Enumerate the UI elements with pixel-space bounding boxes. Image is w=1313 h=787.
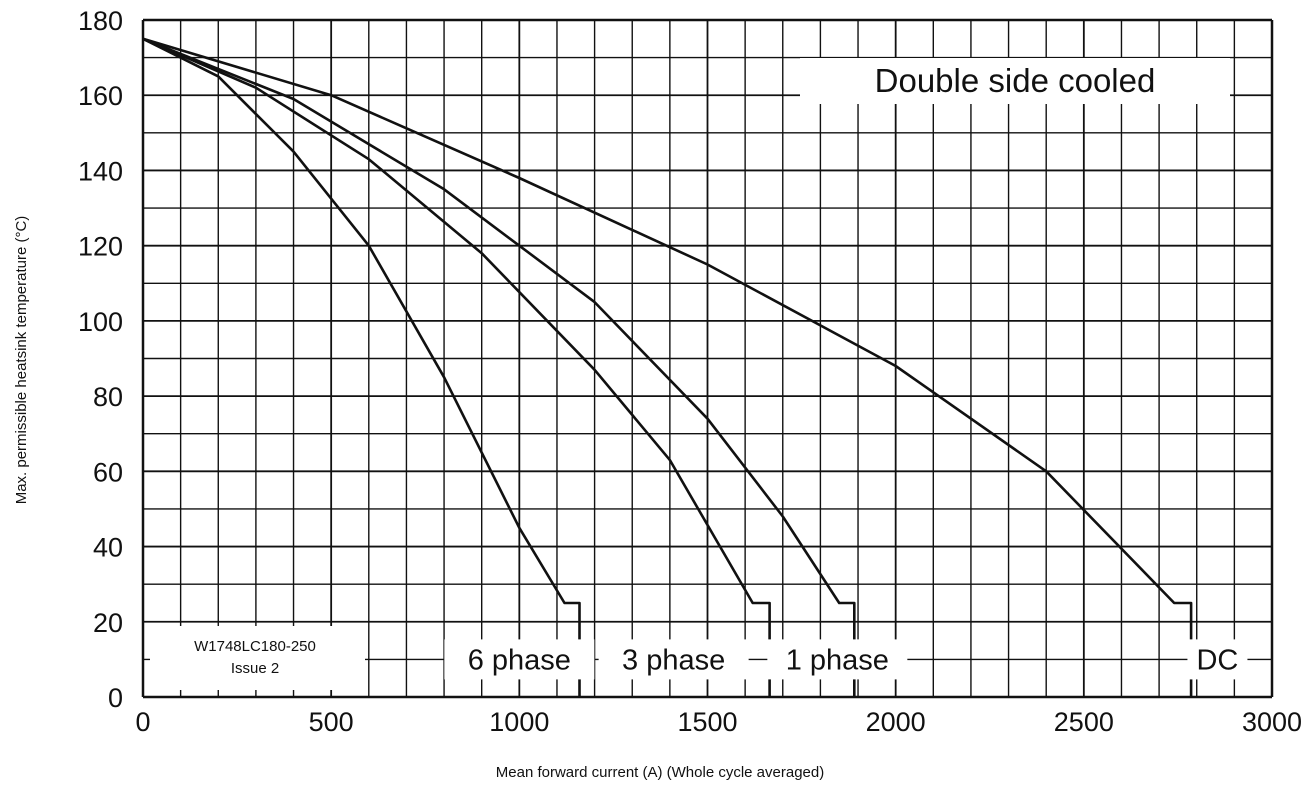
y-tick-label: 80 [93,382,123,412]
series-label-box [1187,639,1248,680]
y-tick-label: 120 [78,232,123,262]
y-tick-label: 40 [93,533,123,563]
series-label-box [444,639,595,680]
note-line-1: W1748LC180-250 [194,638,316,655]
y-tick-label: 20 [93,608,123,638]
title-box [800,58,1230,104]
series-label-3-phase: 3 phase [622,644,725,676]
x-tick-label: 500 [309,707,354,737]
chart-title: Double side cooled [875,62,1156,99]
y-tick-label: 160 [78,81,123,111]
series-label-dc: DC [1196,644,1238,676]
series-label-box [598,639,749,680]
series-lines [142,37,1193,697]
series-label-6-phase: 6 phase [468,644,571,676]
note-line-2: Issue 2 [231,660,279,677]
x-tick-label: 2000 [866,707,926,737]
y-tick-label: 180 [78,6,123,36]
x-tick-label: 3000 [1242,707,1302,737]
series-line-6-phase [142,37,581,697]
y-tick-label: 140 [78,156,123,186]
grid [141,18,1274,699]
x-tick-label: 1500 [677,707,737,737]
series-line-1-phase [142,37,856,697]
series-label-1-phase: 1 phase [786,644,889,676]
y-tick-label: 100 [78,307,123,337]
x-tick-label: 2500 [1054,707,1114,737]
y-tick-label: 60 [93,457,123,487]
series-line-dc [142,37,1193,697]
y-tick-label: 0 [108,683,123,713]
series-line-3-phase [142,37,771,697]
x-tick-label: 1000 [489,707,549,737]
series-labels: 6 phase 3 phase 1 phase DC [444,639,1248,680]
note-box [150,626,365,690]
tick-labels: 0 500 1000 1500 2000 2500 3000 0 20 40 60 80 100 120 1… [78,6,1302,737]
y-axis-label: Max. permissible heatsink temperature (°… [13,216,30,505]
series-label-box [767,639,908,680]
x-tick-label: 0 [135,707,150,737]
x-axis-label: Mean forward current (A) (Whole cycle av… [496,764,824,781]
